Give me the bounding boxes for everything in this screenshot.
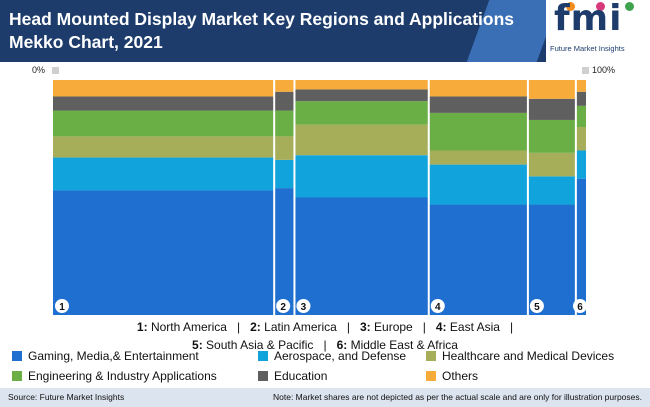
bar-segment-region-5-series-6 [527,80,576,99]
logo-subtitle: Future Market Insights [550,44,625,53]
region-marker-3 [296,299,311,313]
bar-segment-region-3-series-6 [294,80,429,90]
region-label-6: 6 [577,302,583,313]
bar-segment-region-2-series-1 [274,188,295,315]
bar-segment-region-5-series-3 [527,152,576,177]
region-label-2: 2 [280,302,286,313]
cat-legend-item-4: 4: East Asia [435,320,500,334]
legend-healthcare: Healthcare and Medical Devices [426,349,614,363]
bar-segment-region-6-series-4 [575,105,586,127]
region-marker-6 [573,299,587,313]
bar-segment-region-1-series-5 [53,96,275,111]
logo-dot-pink [596,2,605,11]
region-label-1: 1 [59,302,65,313]
legend-aerospace: Aerospace, and Defense [258,349,406,363]
bar-segment-region-2-series-3 [274,136,295,160]
mekko-chart: 1 2 3 4 5 6 [53,80,587,315]
axis-label-right: 100% [592,65,616,75]
bar-segment-region-1-series-4 [53,110,275,137]
cat-legend-sep-3: | [422,320,426,334]
region-marker-2 [276,299,291,313]
cat-legend-item-6: 6: Middle East & Africa [336,338,458,352]
bar-segment-region-1-series-6 [53,80,275,97]
logo-text: fmi [554,0,623,39]
bar-segment-region-5-series-2 [527,176,576,205]
chart-title: Head Mounted Display Market Key Regions … [9,9,514,52]
legend-swatch [258,371,268,381]
bar-segment-region-2-series-2 [274,159,295,189]
bar-segment-region-6-series-5 [575,91,586,106]
bar-segment-region-6-series-6 [575,80,586,92]
legend-others: Others [426,369,478,383]
bar-segment-region-1-series-3 [53,136,275,158]
cat-legend-sep-5: | [323,338,327,352]
logo-dot-green [625,2,634,11]
region-label-5: 5 [534,302,540,313]
bar-segment-region-3-series-3 [294,124,429,156]
note-text: Note: Market shares are not depicted as … [272,392,642,402]
bar-segment-region-3-series-5 [294,89,429,102]
bar-segment-region-1-series-2 [53,157,275,191]
category-legend-line-1: 1: North America | 2: Latin America | 3:… [0,318,650,336]
header: Head Mounted Display Market Key Regions … [0,0,650,62]
bar-segment-region-6-series-1 [575,178,586,315]
bar-segment-region-4-series-5 [428,96,528,113]
bar-segment-region-6-series-2 [575,150,586,179]
cat-legend-item-3: 3: Europe [360,320,413,334]
bar-segment-region-3-series-1 [294,197,429,315]
logo-dot-orange [566,2,575,11]
bar-segment-region-4-series-1 [428,204,528,315]
bar-segment-region-5-series-5 [527,98,576,120]
footer: Source: Future Market Insights Note: Mar… [0,388,650,407]
region-label-3: 3 [301,302,307,313]
bar-segment-region-3-series-2 [294,155,429,198]
bar-segment-region-2-series-6 [274,80,295,92]
legend-swatch [258,351,268,361]
legend-gaming: Gaming, Media,& Entertainment [12,349,199,363]
axis-tick-left [52,67,59,74]
bar-segment-region-3-series-4 [294,101,429,125]
source-text: Source: Future Market Insights [8,392,125,402]
bar-segment-region-4-series-3 [428,150,528,165]
legend-swatch [426,351,436,361]
bar-segment-region-1-series-1 [53,190,275,315]
axis-tick-right [582,67,589,74]
bar-segment-region-2-series-4 [274,110,295,137]
cat-legend-sep-1: | [236,320,241,334]
cat-legend-item-5: 5: South Asia & Pacific [192,338,314,352]
bar-segment-region-6-series-3 [575,127,586,151]
legend-swatch [12,371,22,381]
axis-label-left: 0% [32,65,46,75]
cat-legend-sep-4: | [509,320,514,334]
category-legend-line-2: 5: South Asia & Pacific | 6: Middle East… [0,336,650,354]
legend-swatch [426,371,436,381]
region-marker-5 [529,299,544,313]
cat-legend-item-1: 1: North America [136,320,227,334]
region-marker-4 [430,299,445,313]
legend-swatch [12,351,22,361]
bar-segment-region-4-series-6 [428,80,528,97]
logo: fmi Future Market Insights [546,0,650,62]
bar-segment-region-2-series-5 [274,91,295,111]
bar-segment-region-4-series-4 [428,112,528,151]
region-label-4: 4 [435,302,441,313]
bar-segment-region-5-series-4 [527,119,576,153]
legend-education: Education [258,369,327,383]
legend-engineering: Engineering & Industry Applications [12,369,217,383]
bar-segment-region-5-series-1 [527,204,576,315]
cat-legend-sep-2: | [346,320,350,334]
region-marker-1 [55,299,69,313]
category-legend: 1: North America | 2: Latin America | 3:… [0,318,650,354]
cat-legend-item-2: 2: Latin America [250,320,337,334]
bar-segment-region-4-series-2 [428,164,528,205]
